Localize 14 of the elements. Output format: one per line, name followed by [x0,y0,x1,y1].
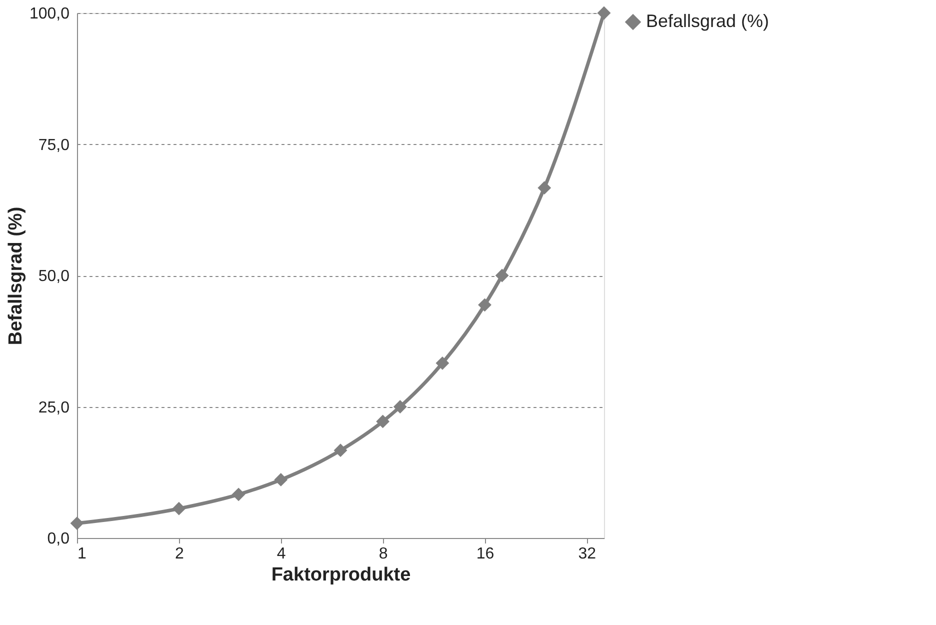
x-tick-label: 16 [476,546,494,562]
x-tick-label: 32 [578,546,596,562]
x-tick-label: 1 [78,546,86,562]
y-tick-label: 25,0 [38,399,70,416]
y-tick-label: 50,0 [38,268,70,285]
y-tick-label: 100,0 [29,6,70,22]
y-axis-title: Befallsgrad (%) [5,206,26,346]
legend-label: Befallsgrad (%) [646,11,770,31]
x-tick-label: 4 [276,546,286,562]
y-tick-label: 0,0 [47,530,70,548]
y-tick-label: 75,0 [38,136,70,154]
x-tick-label: 2 [174,546,184,562]
x-axis-title: Faktorprodukte [271,564,411,586]
x-tick-label: 8 [378,546,388,562]
